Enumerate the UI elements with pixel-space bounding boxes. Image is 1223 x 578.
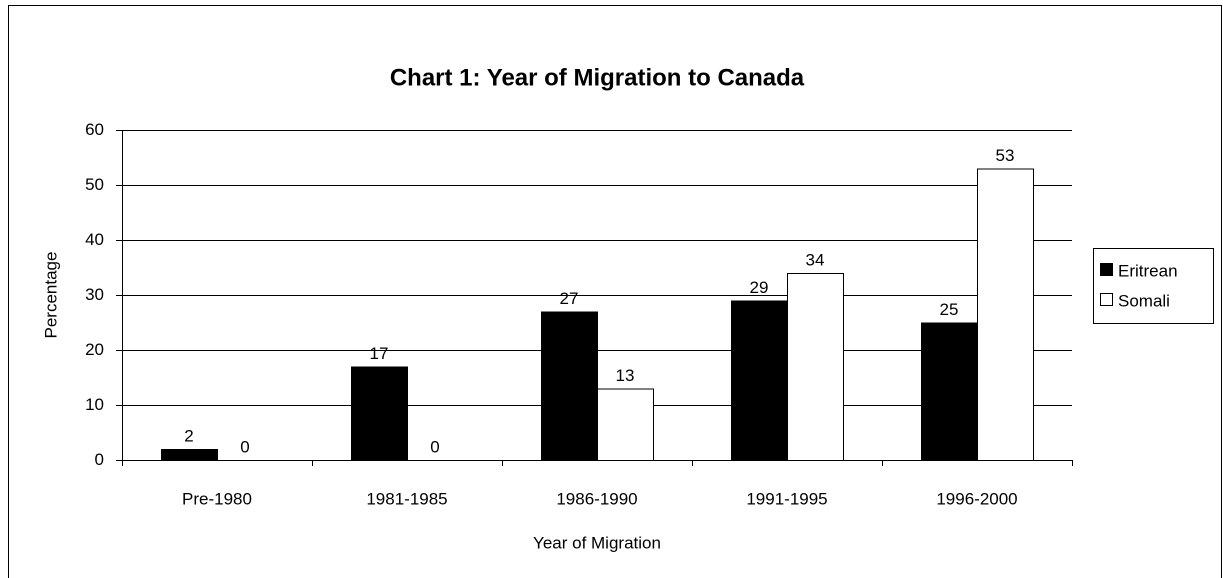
data-label: 0: [430, 437, 439, 456]
legend-swatch: [1100, 263, 1113, 276]
y-axis-label: Percentage: [41, 252, 60, 339]
bar: [787, 273, 844, 461]
y-tick-label: 50: [85, 175, 104, 194]
legend-swatch: [1100, 293, 1113, 306]
data-label: 2: [184, 426, 193, 445]
x-axis-label: Year of Migration: [533, 533, 661, 552]
legend-label: Somali: [1118, 291, 1170, 310]
data-label: 53: [996, 146, 1015, 165]
data-label: 0: [240, 437, 249, 456]
y-tick-label: 30: [85, 285, 104, 304]
bar: [597, 388, 654, 461]
bar: [541, 311, 598, 461]
data-label: 25: [940, 300, 959, 319]
data-label: 13: [616, 366, 635, 385]
data-label: 27: [560, 289, 579, 308]
bar: [161, 449, 218, 461]
x-tick-label: Pre-1980: [182, 489, 252, 508]
data-label: 17: [370, 344, 389, 363]
x-tick-label: 1996-2000: [936, 489, 1017, 508]
x-tick-label: 1986-1990: [556, 489, 637, 508]
data-label: 29: [750, 278, 769, 297]
y-tick-label: 40: [85, 230, 104, 249]
bar: [731, 300, 788, 461]
bar: [921, 322, 978, 461]
data-label: 34: [806, 250, 825, 269]
y-tick-label: 10: [85, 395, 104, 414]
y-tick-label: 0: [95, 450, 104, 469]
y-tick-label: 60: [85, 120, 104, 139]
x-tick-label: 1981-1985: [366, 489, 447, 508]
bar: [351, 366, 408, 461]
bar: [977, 168, 1034, 461]
chart-frame: [8, 5, 1222, 578]
chart-title: Chart 1: Year of Migration to Canada: [390, 64, 805, 91]
legend-box: [1093, 248, 1214, 324]
legend-label: Eritrean: [1118, 261, 1178, 280]
x-tick-label: 1991-1995: [746, 489, 827, 508]
y-tick-label: 20: [85, 340, 104, 359]
